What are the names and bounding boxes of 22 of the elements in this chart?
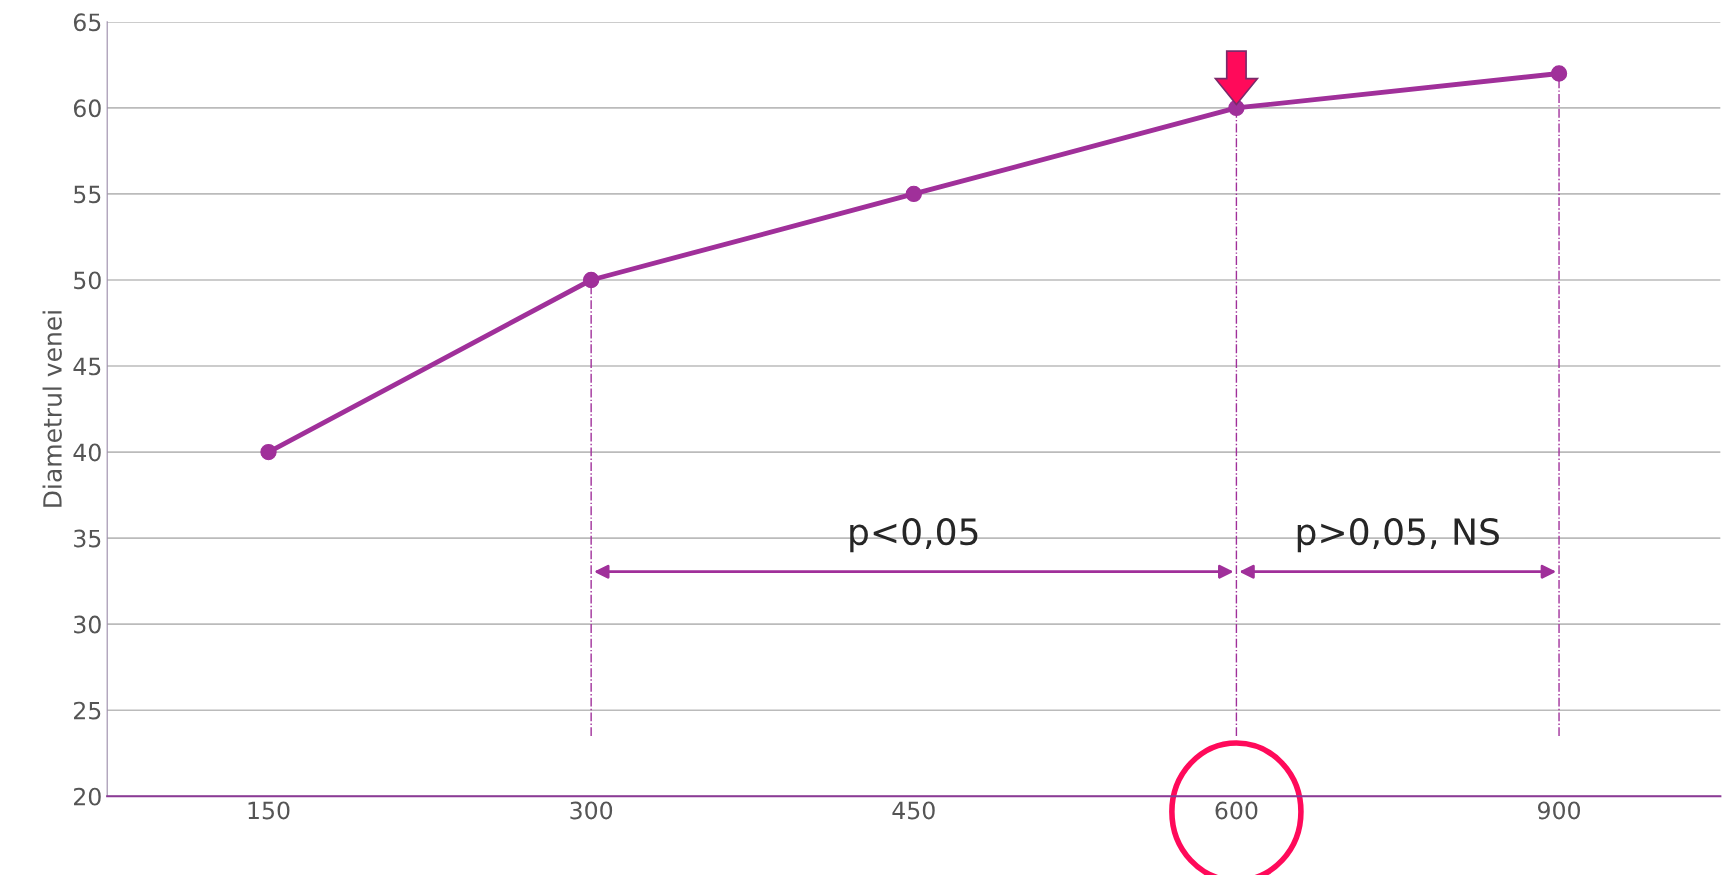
point bbox=[260, 443, 277, 461]
y-tick-label: 25 bbox=[74, 701, 101, 720]
y-tick-label: 40 bbox=[73, 443, 101, 462]
y-tick-label: 55 bbox=[74, 185, 101, 204]
x-tick-label: 600 bbox=[1215, 801, 1258, 820]
x-tick-label: 900 bbox=[1537, 801, 1580, 820]
annotation: p<0,05 bbox=[850, 518, 978, 553]
point bbox=[582, 271, 600, 289]
y-tick-label: 65 bbox=[73, 13, 101, 32]
y-tick-label: 20 bbox=[74, 787, 101, 806]
y-tick-label: 50 bbox=[74, 271, 101, 290]
y-tick-label: 30 bbox=[74, 615, 101, 634]
annotation: p>0,05, NS bbox=[1297, 518, 1499, 553]
point bbox=[905, 185, 922, 203]
x-tick-label: 300 bbox=[570, 801, 613, 820]
point bbox=[1550, 65, 1568, 82]
y-axis-title: Diametrul venei bbox=[42, 311, 62, 507]
y-tick-label: 45 bbox=[73, 357, 101, 376]
x-tick-label: 150 bbox=[248, 801, 290, 820]
x-tick-label: 450 bbox=[892, 801, 935, 820]
y-tick-label: 35 bbox=[74, 529, 101, 548]
y-tick-label: 60 bbox=[73, 99, 101, 118]
